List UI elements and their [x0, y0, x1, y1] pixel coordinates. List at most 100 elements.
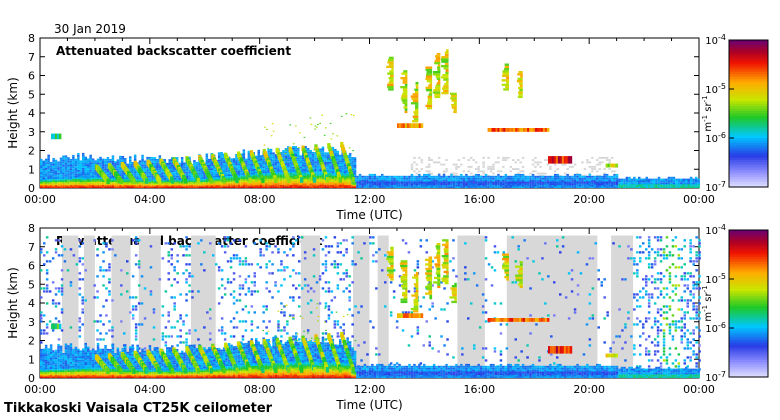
noise-pixel — [45, 326, 49, 329]
aerosol-pixel — [467, 186, 470, 188]
noise-pixel — [173, 269, 176, 272]
aerosol-pixel — [348, 186, 352, 188]
haze-pixel — [210, 158, 213, 161]
haze-pixel — [225, 168, 228, 171]
haze-pixel — [87, 171, 90, 174]
aerosol-pixel — [262, 174, 265, 176]
haze-pixel — [341, 166, 344, 168]
colorbar-step — [729, 244, 768, 248]
aerosol-pixel — [650, 185, 653, 187]
haze-pixel — [588, 179, 592, 182]
ice-cloud-pixel — [437, 66, 441, 69]
noise-pixel — [111, 299, 114, 302]
aerosol-pixel — [694, 185, 698, 187]
noise-pixel — [57, 302, 61, 305]
haze-pixel — [42, 162, 45, 165]
haze-pixel — [591, 179, 594, 182]
haze-pixel — [188, 167, 191, 170]
aerosol-pixel — [264, 183, 268, 185]
aerosol-pixel — [608, 185, 611, 187]
aerosol-pixel — [311, 185, 315, 187]
haze-pixel — [44, 164, 48, 167]
aerosol-pixel — [405, 186, 409, 188]
noise-pixel — [176, 254, 179, 257]
haze-pixel — [331, 148, 335, 151]
aerosol-pixel — [166, 186, 169, 188]
aerosol-pixel — [230, 183, 233, 185]
ice-cloud-pixel — [504, 63, 509, 66]
haze-pixel — [57, 170, 60, 173]
colorbar-step — [729, 150, 768, 154]
aerosol-pixel — [87, 180, 90, 182]
aerosol-pixel — [368, 182, 372, 184]
haze-pixel — [227, 171, 231, 174]
haze-pixel — [381, 179, 384, 182]
aerosol-pixel — [311, 186, 315, 188]
haze-pixel — [67, 170, 70, 173]
aerosol-pixel — [452, 185, 456, 187]
masked-pixel — [489, 168, 493, 170]
aerosol-pixel — [109, 185, 112, 187]
aerosol-pixel — [432, 183, 436, 185]
aerosol-pixel — [610, 183, 614, 185]
aerosol-pixel — [512, 186, 515, 188]
masked-pixel — [519, 161, 522, 164]
noise-pixel — [40, 332, 43, 335]
haze-pixel — [623, 182, 626, 185]
haze-pixel — [82, 175, 85, 178]
masked-pixel — [512, 168, 515, 170]
haze-pixel — [381, 173, 384, 176]
haze-pixel — [685, 180, 688, 183]
mid-cloud-pixel — [539, 128, 542, 132]
aerosol-pixel — [242, 182, 246, 184]
haze-pixel — [442, 175, 446, 178]
aerosol-pixel — [217, 180, 221, 182]
scatter-pixel — [332, 133, 334, 135]
aerosol-pixel — [432, 186, 436, 188]
haze-pixel — [213, 175, 216, 178]
aerosol-pixel — [277, 186, 280, 188]
mid-cloud-pixel — [544, 128, 548, 132]
haze-pixel — [124, 176, 127, 179]
aerosol-pixel — [492, 185, 495, 187]
aerosol-pixel — [304, 174, 307, 176]
haze-pixel — [311, 159, 315, 162]
aerosol-pixel — [586, 183, 589, 185]
haze-pixel — [133, 177, 137, 179]
masked-pixel — [544, 159, 547, 161]
haze-pixel — [378, 175, 382, 178]
aerosol-pixel — [447, 185, 451, 187]
haze-pixel — [428, 177, 431, 180]
noise-pixel — [173, 296, 176, 299]
noise-pixel — [120, 293, 123, 296]
haze-pixel — [667, 178, 671, 181]
aerosol-pixel — [203, 179, 206, 181]
aerosol-pixel — [180, 186, 184, 188]
haze-pixel — [116, 166, 120, 169]
fall-streak-pixel — [170, 178, 175, 184]
aerosol-pixel — [381, 185, 384, 187]
aerosol-pixel — [289, 174, 293, 176]
masked-pixel — [482, 156, 485, 159]
haze-pixel — [292, 166, 295, 169]
aerosol-pixel — [193, 180, 196, 182]
haze-pixel — [578, 177, 582, 180]
aerosol-pixel — [96, 185, 100, 187]
aerosol-pixel — [106, 185, 110, 187]
haze-pixel — [353, 170, 357, 173]
haze-pixel — [284, 161, 288, 164]
aerosol-pixel — [331, 186, 335, 188]
mid-cloud-pixel — [406, 123, 410, 128]
aerosol-pixel — [460, 186, 463, 188]
aerosol-pixel — [605, 182, 609, 184]
haze-pixel — [121, 176, 125, 179]
haze-pixel — [660, 180, 663, 183]
aerosol-pixel — [284, 179, 288, 181]
aerosol-pixel — [593, 182, 597, 184]
haze-pixel — [72, 156, 75, 159]
haze-pixel — [240, 166, 243, 169]
aerosol-pixel — [576, 182, 579, 184]
aerosol-pixel — [460, 185, 463, 187]
haze-pixel — [47, 173, 50, 176]
haze-pixel — [222, 168, 226, 171]
